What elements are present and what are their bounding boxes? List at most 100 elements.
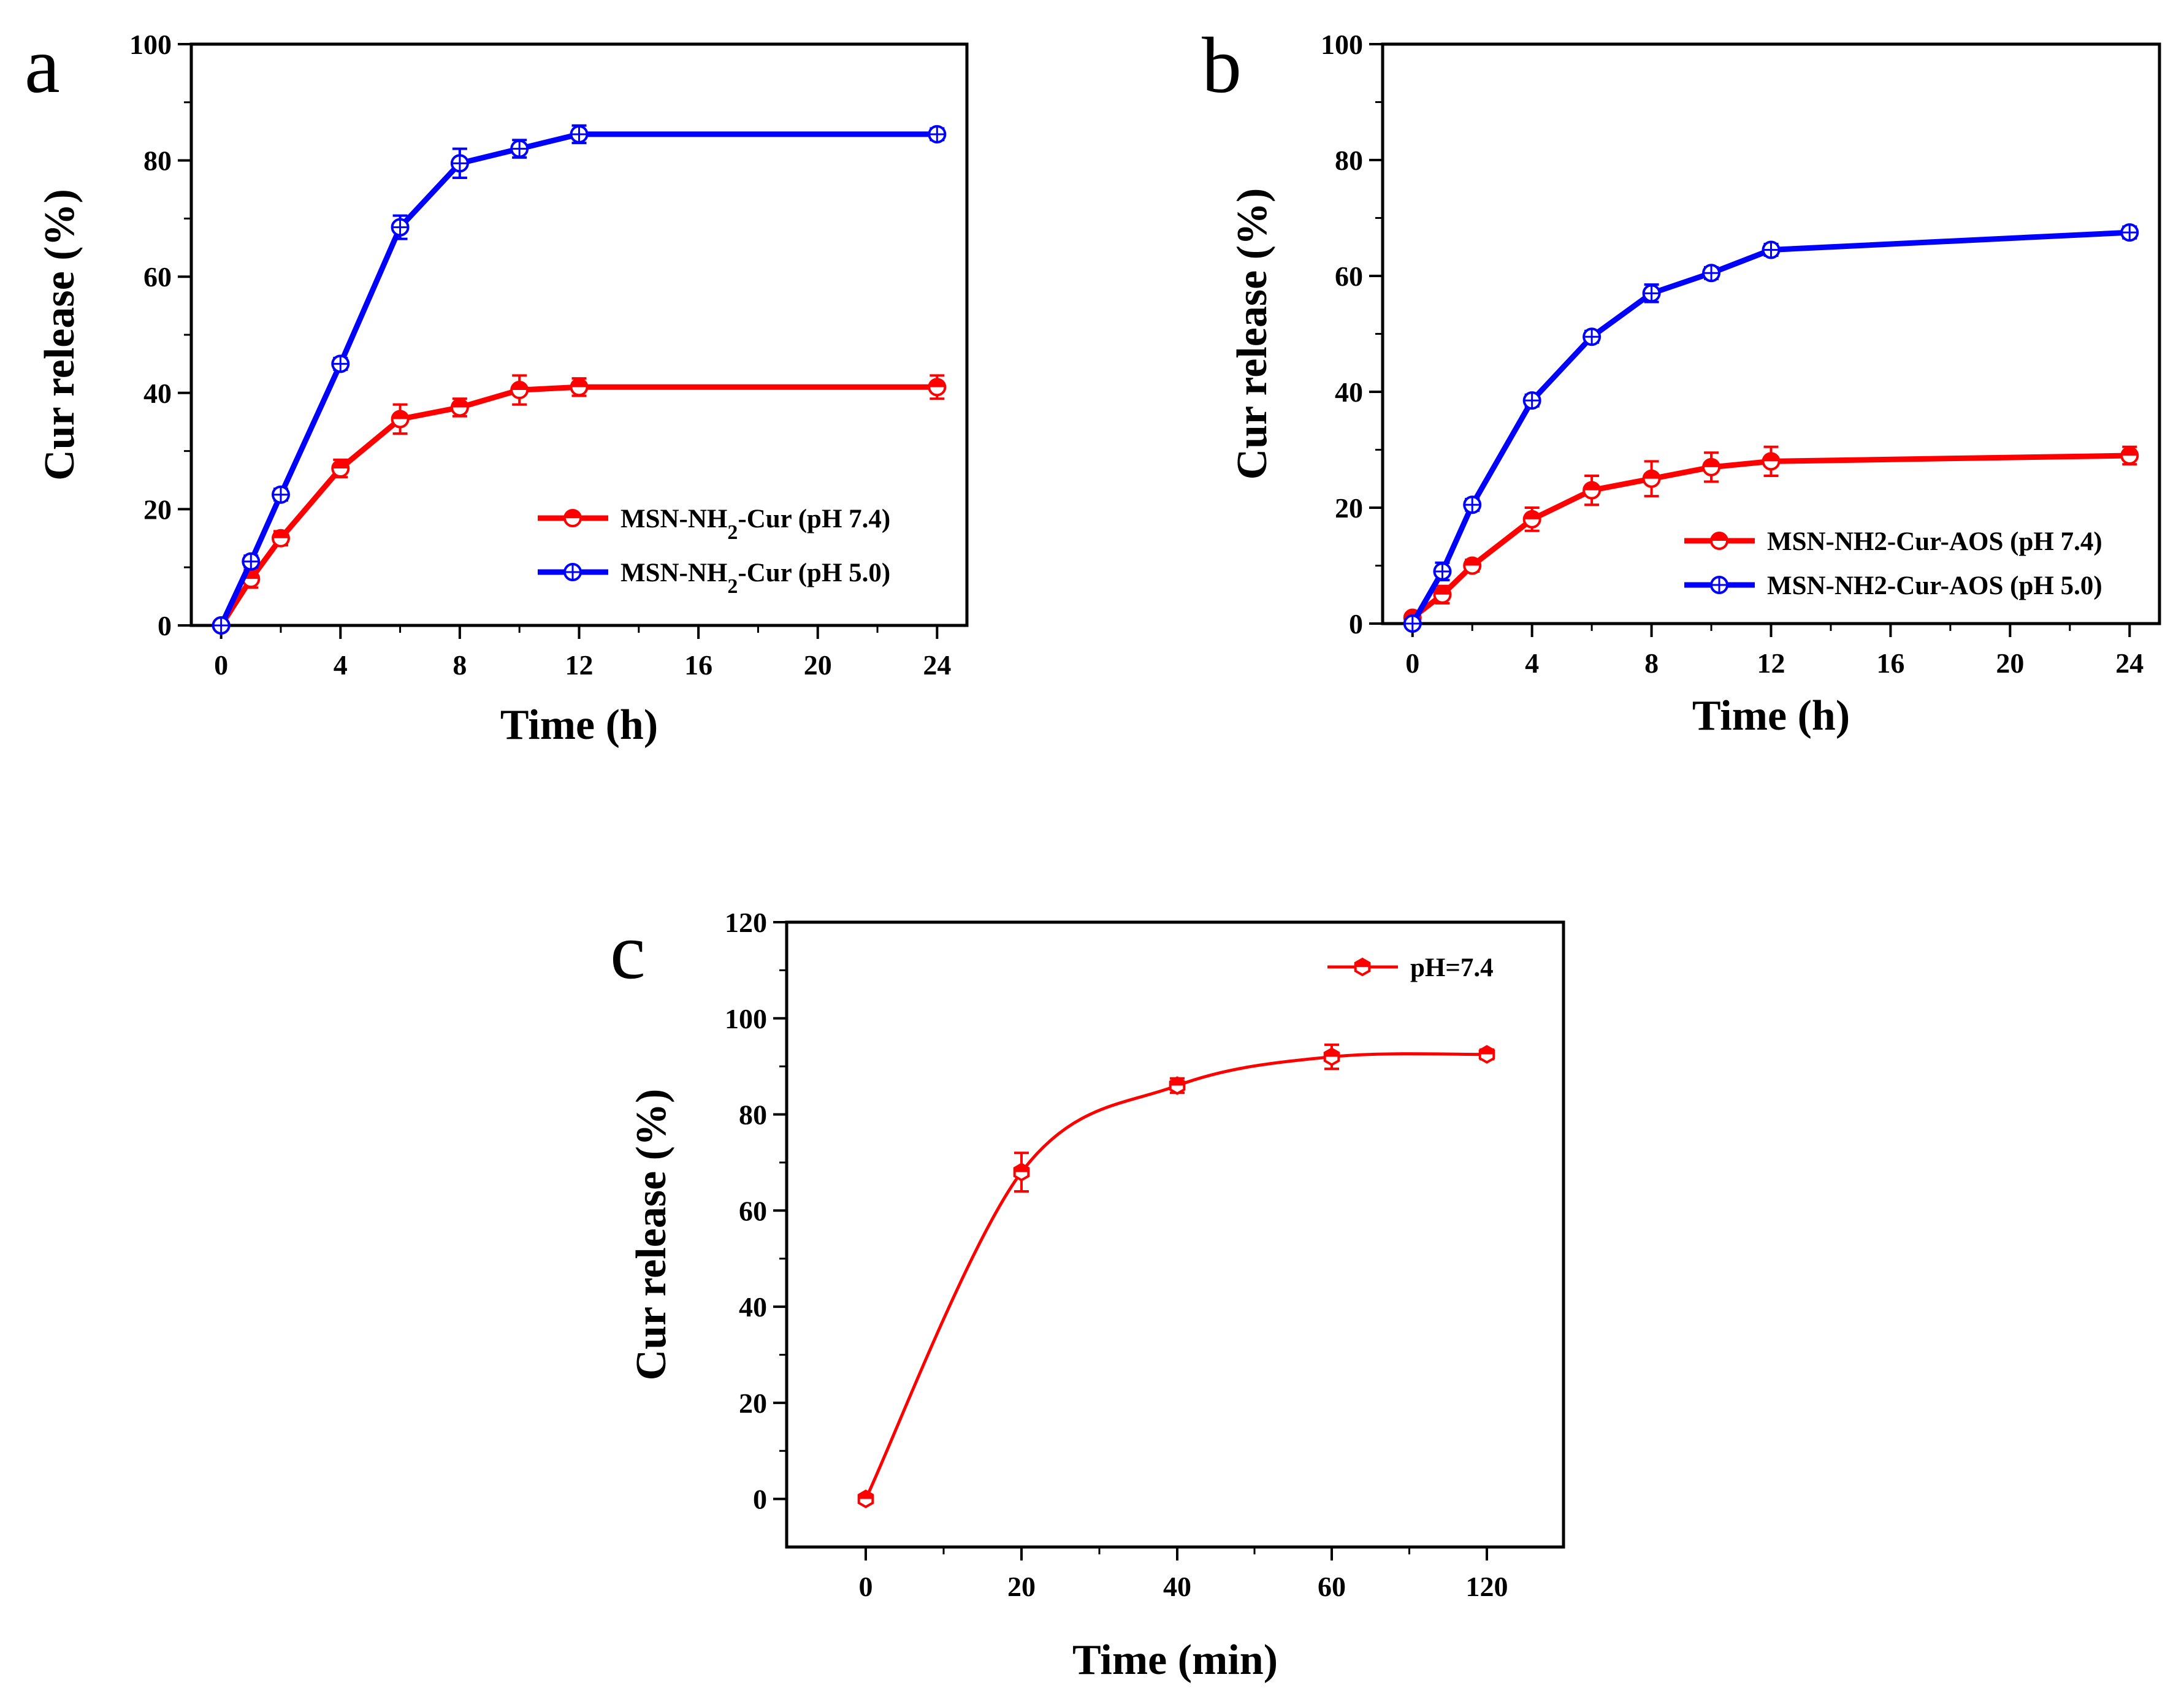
marker-fill: [1524, 511, 1540, 519]
data-point: [570, 124, 589, 143]
legend-label-main: MSN-NH2-Cur-AOS (pH 7.4): [1767, 527, 2102, 556]
y-tick-label: 80: [1335, 145, 1363, 176]
y-tick-label: 0: [1349, 608, 1363, 640]
data-point: [570, 378, 589, 397]
data-point: [391, 410, 410, 429]
panel-label: c: [610, 907, 646, 996]
y-tick-label: 60: [739, 1195, 767, 1226]
data-point: [2120, 446, 2139, 465]
legend-label: MSN-NH2-Cur (pH 5.0): [620, 559, 890, 598]
x-tick-label: 60: [1318, 1571, 1346, 1602]
x-axis-title: Time (h): [500, 701, 658, 749]
marker-fill: [1643, 470, 1660, 479]
legend: pH=7.4: [1327, 953, 1494, 982]
data-point: [450, 398, 469, 417]
legend-label-main: pH=7.4: [1410, 953, 1494, 982]
legend-marker: [1710, 532, 1728, 550]
data-point: [242, 552, 261, 571]
legend-marker: [1710, 576, 1728, 594]
marker-fill: [1584, 482, 1600, 491]
y-axis-title: Cur release (%): [36, 189, 83, 481]
data-point: [271, 529, 290, 548]
marker-fill: [929, 379, 945, 388]
series-1: [1403, 445, 2139, 627]
x-tick-label: 4: [1525, 647, 1539, 679]
data-point: [1463, 556, 1482, 575]
y-tick-label: 100: [129, 29, 172, 60]
x-tick-label: 0: [1405, 647, 1419, 679]
y-tick-label: 60: [143, 261, 172, 292]
y-tick-label: 80: [143, 145, 172, 177]
marker-fill: [392, 411, 408, 419]
x-tick-label: 40: [1163, 1571, 1191, 1602]
y-tick-label: 0: [753, 1484, 767, 1515]
y-tick-label: 20: [1335, 492, 1363, 524]
legend-label-suffix: -Cur (pH 7.4): [738, 505, 890, 533]
y-tick-label: 40: [1335, 376, 1363, 408]
chart-panel-c: c 0 20 40 60 80 100 120 0 20 40 60 120 Time (min) Cur …: [610, 907, 1565, 1684]
data-point: [1762, 240, 1781, 259]
data-point: [1762, 452, 1781, 471]
marker-fill: [1464, 557, 1481, 566]
series-line: [864, 1052, 1487, 1500]
y-tick-label: 100: [1321, 29, 1363, 60]
x-tick-label: 4: [334, 649, 348, 681]
data-point: [928, 378, 947, 397]
legend-label-suffix: -Cur (pH 5.0): [738, 559, 890, 587]
data-point: [1702, 457, 1721, 476]
y-tick-label: 40: [739, 1291, 767, 1323]
legend-marker: [1354, 957, 1371, 977]
data-point: [1522, 391, 1541, 410]
marker-fill: [1763, 453, 1779, 462]
x-axis-title: Time (min): [1072, 1637, 1278, 1684]
marker-fill: [451, 399, 468, 408]
y-axis-title: Cur release (%): [1229, 188, 1276, 480]
x-tick-label: 0: [859, 1571, 873, 1602]
marker-fill: [565, 510, 581, 518]
data-point: [1323, 1047, 1340, 1066]
legend-label: MSN-NH2-Cur-AOS (pH 7.4): [1767, 527, 2102, 556]
marker-fill: [511, 382, 528, 391]
x-axis-title: Time (h): [1692, 692, 1850, 739]
legend-label: pH=7.4: [1410, 953, 1494, 982]
series-2: [212, 124, 947, 635]
legend-marker: [563, 509, 582, 527]
data-point: [928, 124, 947, 143]
data-point: [1642, 469, 1661, 488]
data-point: [1403, 614, 1422, 633]
x-tick-label: 120: [1466, 1571, 1508, 1602]
legend-label-main: MSN-NH2-Cur-AOS (pH 5.0): [1767, 571, 2102, 600]
y-tick-label: 60: [1335, 261, 1363, 292]
data-point: [857, 1489, 874, 1508]
plot-frame: [785, 920, 1565, 1549]
x-tick-label: 8: [1644, 647, 1659, 679]
data-point: [1642, 284, 1661, 303]
data-point: [1583, 481, 1602, 500]
data-point: [1583, 327, 1602, 346]
legend-label-main: MSN-NH: [620, 559, 727, 587]
legend-label: MSN-NH2-Cur (pH 7.4): [620, 505, 890, 544]
data-point: [1169, 1076, 1186, 1095]
data-point: [1433, 585, 1452, 604]
marker-fill: [1434, 586, 1451, 595]
marker-fill: [272, 530, 289, 538]
data-point: [331, 354, 350, 373]
chart-panel-b: b 0 20 40 60 80 100 0 4 8 12 16 20 24 Time (h) Cur rele…: [1202, 21, 2161, 739]
x-tick-label: 0: [214, 649, 228, 681]
series-1: [857, 1043, 1495, 1508]
marker-fill: [571, 379, 587, 388]
x-tick-label: 16: [1876, 647, 1904, 679]
data-point: [271, 485, 290, 504]
data-point: [450, 154, 469, 173]
y-tick-label: 40: [143, 378, 172, 409]
y-axis-title: Cur release (%): [628, 1089, 675, 1381]
series-line: [1410, 229, 2130, 625]
data-point: [1013, 1163, 1030, 1182]
legend: MSN-NH2-Cur-AOS (pH 7.4) MSN-NH2-Cur-AOS …: [1684, 527, 2102, 600]
x-tick-label: 16: [684, 649, 712, 681]
data-point: [391, 218, 410, 237]
legend-label-main: MSN-NH: [620, 505, 727, 533]
x-tick-label: 12: [565, 649, 594, 681]
data-point: [1463, 495, 1482, 514]
